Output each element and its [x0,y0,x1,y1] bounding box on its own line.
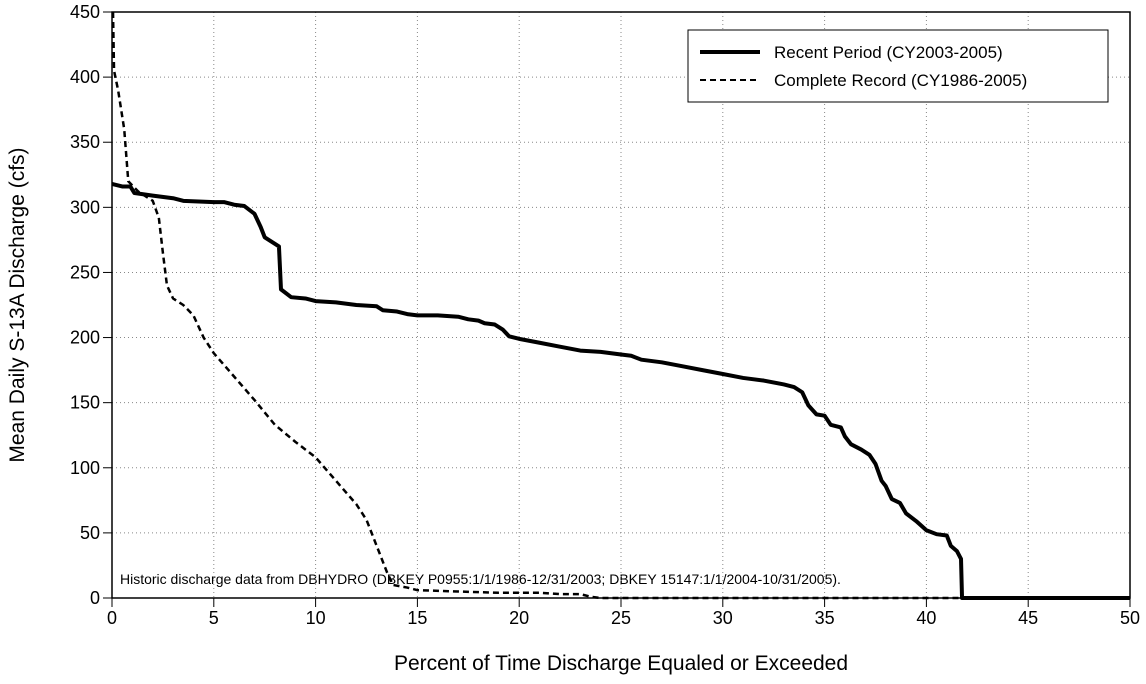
legend-box [687,29,1109,103]
y-tick-label: 150 [70,393,100,413]
x-tick-label: 20 [509,608,529,628]
y-tick-label: 400 [70,67,100,87]
x-tick-label: 15 [407,608,427,628]
x-tick-label: 0 [107,608,117,628]
y-tick-label: 50 [80,523,100,543]
x-tick-label: 30 [713,608,733,628]
x-tick-label: 45 [1018,608,1038,628]
annotation: Historic discharge data from DBHYDRO (DB… [120,571,841,587]
line-series [111,181,1130,600]
x-tick-label: 40 [916,608,936,628]
line-series [111,11,1130,600]
y-axis-label: Mean Daily S-13A Discharge (cfs) [6,147,29,462]
legend-label: Recent Period (CY2003-2005) [774,43,1003,62]
legend-label: Complete Record (CY1986-2005) [774,71,1027,90]
y-tick-label: 300 [70,197,100,217]
y-tick-label: 0 [90,588,100,608]
x-tick-label: 35 [815,608,835,628]
x-tick-label: 5 [209,608,219,628]
plot-frame [111,11,1131,599]
y-tick-label: 200 [70,328,100,348]
y-tick-label: 250 [70,262,100,282]
x-tick-label: 50 [1120,608,1140,628]
y-tick-label: 100 [70,458,100,478]
x-tick-label: 25 [611,608,631,628]
y-tick-label: 450 [70,2,100,22]
x-tick-label: 10 [306,608,326,628]
x-axis-label: Percent of Time Discharge Equaled or Exc… [394,652,848,675]
y-tick-label: 350 [70,132,100,152]
